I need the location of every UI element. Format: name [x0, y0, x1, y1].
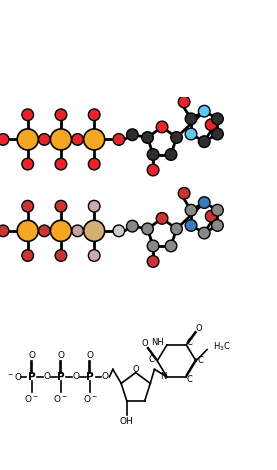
Circle shape [72, 225, 83, 237]
Text: O: O [86, 351, 94, 360]
Circle shape [165, 240, 177, 252]
Circle shape [88, 250, 100, 261]
Circle shape [147, 256, 159, 267]
Circle shape [17, 129, 38, 150]
Text: O: O [28, 351, 35, 360]
Circle shape [171, 132, 182, 143]
Circle shape [142, 132, 153, 143]
Circle shape [88, 200, 100, 212]
Circle shape [127, 220, 138, 232]
Circle shape [212, 204, 223, 216]
Circle shape [205, 119, 217, 131]
Circle shape [113, 133, 125, 145]
Circle shape [147, 164, 159, 176]
Circle shape [156, 212, 168, 224]
Circle shape [55, 250, 67, 261]
Circle shape [171, 223, 182, 235]
Circle shape [185, 204, 197, 216]
Circle shape [185, 219, 197, 231]
Circle shape [88, 158, 100, 170]
Text: P: P [57, 372, 65, 382]
Text: C: C [187, 337, 193, 347]
Text: alamy - E6HRG5: alamy - E6HRG5 [99, 453, 178, 463]
Text: P: P [86, 372, 94, 382]
Circle shape [127, 129, 138, 141]
Circle shape [178, 188, 190, 199]
Circle shape [55, 200, 67, 212]
Circle shape [156, 121, 168, 133]
Circle shape [55, 158, 67, 170]
Circle shape [142, 223, 153, 235]
Circle shape [178, 96, 190, 108]
Circle shape [0, 225, 9, 237]
Text: O: O [57, 351, 65, 360]
Circle shape [205, 211, 217, 222]
Circle shape [113, 225, 125, 237]
Circle shape [198, 227, 210, 239]
Text: N: N [160, 372, 167, 381]
Circle shape [147, 240, 159, 252]
Text: H$_3$C: H$_3$C [213, 340, 230, 353]
Circle shape [22, 250, 34, 261]
Circle shape [147, 149, 159, 160]
Circle shape [198, 197, 210, 208]
Circle shape [198, 136, 210, 148]
Text: C: C [149, 355, 155, 364]
Text: O: O [102, 372, 109, 382]
Circle shape [50, 220, 71, 242]
Circle shape [72, 133, 83, 145]
Text: O$^-$: O$^-$ [53, 392, 68, 404]
Circle shape [84, 220, 105, 242]
Text: $^-$O: $^-$O [6, 371, 22, 383]
Text: O: O [132, 365, 139, 374]
Circle shape [185, 113, 197, 125]
Text: O: O [196, 323, 202, 333]
Circle shape [50, 129, 71, 150]
Circle shape [212, 219, 223, 231]
Circle shape [55, 109, 67, 121]
Circle shape [198, 105, 210, 117]
Circle shape [165, 149, 177, 160]
Text: C: C [187, 375, 193, 384]
Circle shape [185, 128, 197, 140]
Text: O$^-$: O$^-$ [83, 392, 98, 404]
Circle shape [39, 225, 50, 237]
Circle shape [84, 129, 105, 150]
Circle shape [88, 109, 100, 121]
Circle shape [22, 200, 34, 212]
Circle shape [17, 220, 38, 242]
Circle shape [39, 133, 50, 145]
Text: NH: NH [151, 337, 164, 347]
Circle shape [212, 128, 223, 140]
Text: C: C [197, 356, 203, 365]
Text: P: P [28, 372, 36, 382]
Text: OH: OH [120, 417, 134, 426]
Circle shape [22, 109, 34, 121]
Text: O: O [43, 372, 51, 382]
Circle shape [0, 133, 9, 145]
Text: O: O [142, 339, 148, 348]
Text: O$^-$: O$^-$ [24, 392, 39, 404]
Circle shape [212, 113, 223, 125]
Circle shape [22, 158, 34, 170]
Text: O: O [73, 372, 80, 382]
